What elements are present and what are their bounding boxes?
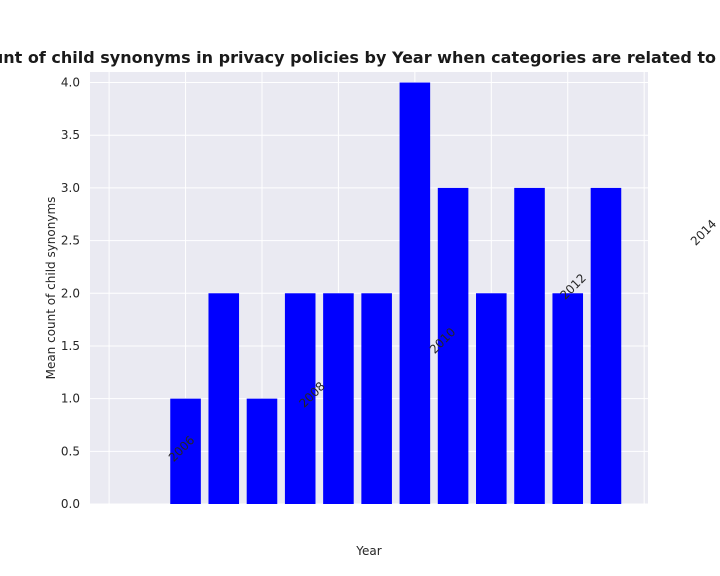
y-tick-label: 2.5 bbox=[61, 234, 80, 248]
bar-2013 bbox=[361, 293, 392, 504]
y-tick-label: 3.5 bbox=[61, 128, 80, 142]
y-axis-label: Mean count of child synonyms bbox=[44, 197, 58, 380]
bars bbox=[170, 82, 622, 504]
bar-2017 bbox=[514, 187, 545, 504]
y-tick-label: 0.5 bbox=[61, 444, 80, 458]
bar-2014 bbox=[399, 82, 431, 504]
bar-2009 bbox=[208, 293, 240, 504]
y-tick-label: 0.0 bbox=[61, 497, 80, 511]
bar-2015 bbox=[437, 187, 469, 504]
chart-title: Mean count of child synonyms in privacy … bbox=[0, 48, 720, 67]
bar-2012 bbox=[323, 293, 354, 504]
bar-2011 bbox=[284, 293, 316, 504]
y-tick-label: 4.0 bbox=[61, 76, 80, 90]
bar-2008 bbox=[170, 398, 201, 504]
bar-2016 bbox=[476, 293, 507, 504]
x-tick-label: 2014 bbox=[688, 217, 719, 248]
x-axis-label: Year bbox=[355, 544, 381, 558]
y-tick-label: 2.0 bbox=[61, 286, 80, 300]
bar-2018 bbox=[552, 293, 584, 504]
y-tick-label: 1.5 bbox=[61, 339, 80, 353]
y-tick-labels: 0.0 0.5 1.0 1.5 2.0 2.5 3.0 3.5 4.0 bbox=[61, 76, 80, 511]
y-tick-label: 1.0 bbox=[61, 392, 80, 406]
bar-2010 bbox=[246, 398, 278, 504]
bar-2019 bbox=[590, 187, 622, 504]
y-tick-label: 3.0 bbox=[61, 181, 80, 195]
